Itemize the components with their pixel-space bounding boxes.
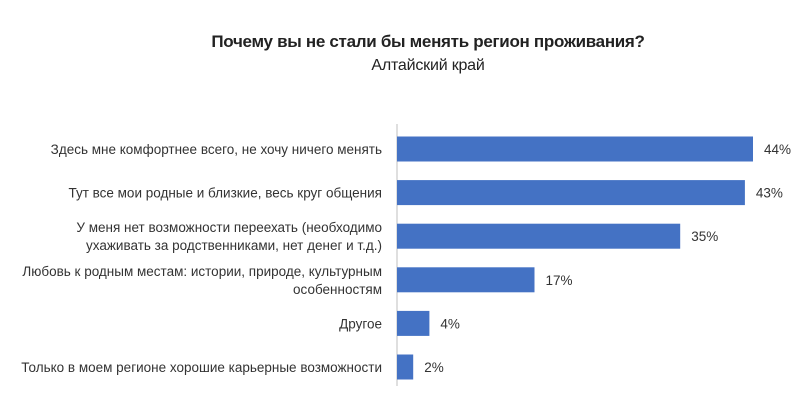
- bar-4: [397, 310, 430, 336]
- category-label-3: Любовь к родным местам: истории, природе…: [22, 264, 382, 297]
- category-label-line: ухаживать за родственниками, нет денег и…: [86, 238, 382, 253]
- value-label-1: 43%: [756, 186, 783, 201]
- category-label-line: особенностям: [293, 282, 382, 297]
- chart-title: Почему вы не стали бы менять регион прож…: [211, 32, 645, 51]
- bar-0: [397, 136, 753, 162]
- bar-5: [397, 354, 414, 380]
- category-label-0: Здесь мне комфортнее всего, не хочу ниче…: [51, 142, 382, 157]
- bar-1: [397, 180, 745, 206]
- category-label-line: Здесь мне комфортнее всего, не хочу ниче…: [51, 142, 382, 157]
- category-label-line: Тут все мои родные и близкие, весь круг …: [68, 186, 382, 201]
- value-label-5: 2%: [424, 360, 444, 375]
- value-label-4: 4%: [440, 316, 460, 331]
- category-label-2: У меня нет возможности переехать (необхо…: [76, 220, 382, 253]
- value-label-0: 44%: [764, 142, 791, 157]
- category-label-line: У меня нет возможности переехать (необхо…: [76, 220, 382, 235]
- category-label-line: Любовь к родным местам: истории, природе…: [22, 264, 382, 279]
- category-label-4: Другое: [339, 316, 382, 331]
- bar-3: [397, 267, 535, 293]
- bar-2: [397, 223, 681, 249]
- value-label-3: 17%: [546, 273, 573, 288]
- value-label-2: 35%: [691, 229, 718, 244]
- category-label-5: Только в моем регионе хорошие карьерные …: [21, 360, 382, 375]
- category-label-line: Другое: [339, 316, 382, 331]
- chart-subtitle: Алтайский край: [371, 57, 485, 74]
- category-label-1: Тут все мои родные и близкие, весь круг …: [68, 186, 382, 201]
- category-label-line: Только в моем регионе хорошие карьерные …: [21, 360, 382, 375]
